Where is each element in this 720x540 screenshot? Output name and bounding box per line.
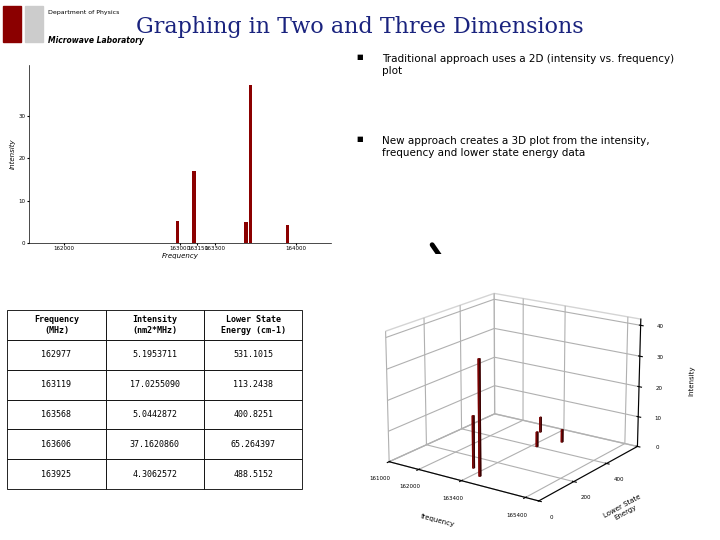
Bar [244,221,248,243]
Y-axis label: Intensity: Intensity [9,139,16,169]
Text: New approach creates a 3D plot from the intensity,
frequency and lower state ene: New approach creates a 3D plot from the … [382,136,649,158]
X-axis label: frequency: frequency [420,513,456,528]
Text: Department of Physics: Department of Physics [48,10,119,15]
Bar [176,221,179,243]
Text: ■: ■ [356,136,363,143]
Bar [192,171,196,243]
Bar [25,6,42,42]
Text: Traditional approach uses a 2D (intensity vs. frequency)
plot: Traditional approach uses a 2D (intensit… [382,54,674,76]
Text: Graphing in Two and Three Dimensions: Graphing in Two and Three Dimensions [136,16,584,38]
Text: Microwave Laboratory: Microwave Laboratory [48,36,143,45]
Text: ■: ■ [356,54,363,60]
Y-axis label: Lower State
Energy: Lower State Energy [603,494,646,525]
Bar [3,6,21,42]
Bar [286,225,289,243]
Bar [248,85,252,243]
X-axis label: Frequency: Frequency [161,253,199,259]
